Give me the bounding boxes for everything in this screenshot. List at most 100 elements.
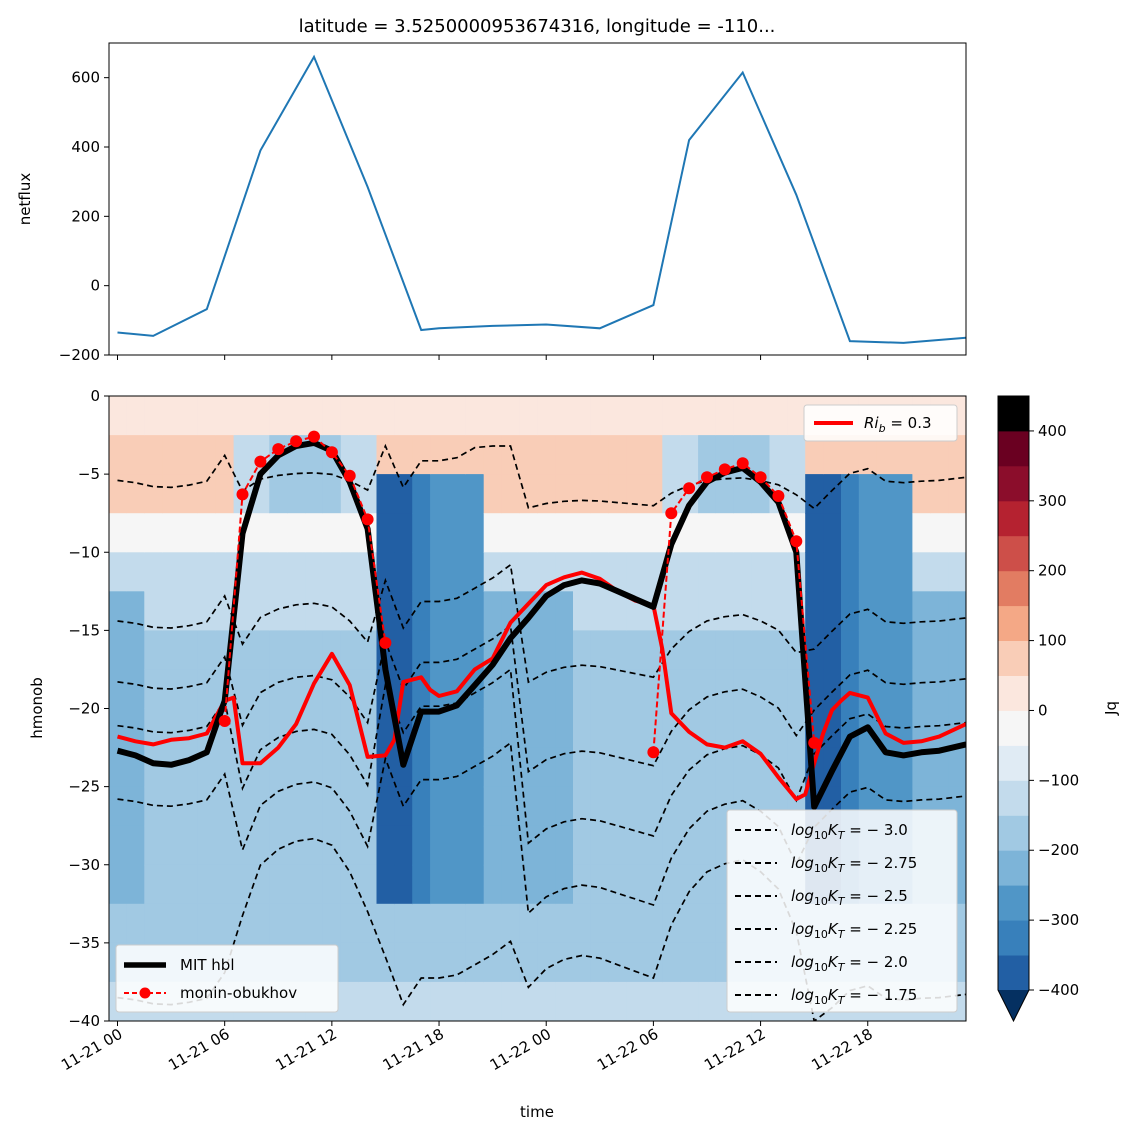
colorbar-tick-label: −200 bbox=[1038, 841, 1079, 859]
colorbar-cell bbox=[998, 675, 1029, 711]
heatmap-cell bbox=[197, 786, 217, 827]
heatmap-cell bbox=[376, 513, 395, 553]
heatmap-cell bbox=[448, 435, 467, 475]
heatmap-y-label: hmonob bbox=[28, 677, 46, 739]
legend-kt-label: log10KT = − 2.5 bbox=[791, 887, 908, 908]
heatmap-cell bbox=[537, 747, 556, 788]
heatmap-cell bbox=[144, 747, 163, 788]
heatmap-y-tick-label: −30 bbox=[68, 856, 100, 874]
heatmap-cell bbox=[608, 981, 628, 1021]
heatmap-cell bbox=[305, 552, 324, 592]
heatmap-cell bbox=[180, 903, 199, 944]
heatmap-cell bbox=[555, 747, 574, 788]
mo-series-line bbox=[223, 435, 387, 722]
heatmap-cell bbox=[305, 591, 324, 631]
heatmap-cell bbox=[698, 981, 717, 1021]
heatmap-cell bbox=[376, 396, 395, 436]
heatmap-cell bbox=[626, 942, 646, 983]
heatmap-cell bbox=[251, 630, 270, 671]
heatmap-cell bbox=[769, 552, 788, 592]
mo-series-point bbox=[308, 430, 320, 443]
colorbar-cell bbox=[998, 780, 1029, 816]
colorbar-tick-label: 400 bbox=[1038, 422, 1067, 440]
heatmap-cell bbox=[394, 474, 413, 514]
heatmap-cell bbox=[144, 864, 163, 905]
heatmap-cell bbox=[394, 786, 413, 827]
heatmap-cell bbox=[412, 474, 431, 514]
kt-contour-line bbox=[117, 624, 966, 774]
heatmap-cell bbox=[715, 552, 735, 592]
heatmap-cell bbox=[144, 825, 163, 866]
heatmap-cell bbox=[751, 591, 771, 631]
legend-mit-label: MIT hbl bbox=[180, 956, 235, 974]
heatmap-cell bbox=[483, 864, 503, 905]
heatmap-cell bbox=[340, 864, 360, 905]
heatmap-cell bbox=[555, 903, 574, 944]
heatmap-cell bbox=[197, 591, 217, 631]
heatmap-cell bbox=[948, 669, 966, 710]
heatmap-cell bbox=[948, 591, 966, 631]
heatmap-cell bbox=[448, 630, 467, 671]
heatmap-cell bbox=[126, 864, 145, 905]
heatmap-cell bbox=[590, 786, 610, 827]
legend-kt-label: log10KT = − 3.0 bbox=[791, 821, 908, 842]
heatmap-cell bbox=[930, 552, 949, 592]
heatmap-cell bbox=[715, 513, 735, 553]
heatmap-cell bbox=[858, 435, 878, 475]
heatmap-y-tick-label: 0 bbox=[90, 387, 100, 405]
heatmap-cell bbox=[376, 552, 395, 592]
heatmap-cell bbox=[180, 747, 199, 788]
heatmap-cell bbox=[465, 474, 485, 514]
heatmap-cell bbox=[287, 513, 306, 553]
heatmap-cell bbox=[501, 513, 521, 553]
heatmap-cell bbox=[126, 396, 145, 436]
heatmap-cell bbox=[305, 864, 324, 905]
heatmap-cell bbox=[644, 903, 663, 944]
heatmap-cell bbox=[430, 474, 449, 514]
heatmap-cell bbox=[144, 786, 163, 827]
heatmap-cell bbox=[876, 513, 896, 553]
heatmap-cell bbox=[841, 435, 860, 475]
colorbar-tick-label: −300 bbox=[1038, 911, 1079, 929]
legend-bottom-right: log10KT = − 3.0 log10KT = − 2.75 log10KT =… bbox=[726, 809, 958, 1013]
heatmap-cell bbox=[340, 747, 360, 788]
heatmap-cell bbox=[608, 669, 628, 710]
heatmap-cell bbox=[340, 981, 360, 1021]
heatmap-cell bbox=[590, 435, 610, 475]
heatmap-cell bbox=[501, 396, 521, 436]
colorbar-ticks: −400 −300 −200 −100 0 100 200 300 400 bbox=[1029, 422, 1079, 999]
heatmap-cell bbox=[876, 474, 896, 514]
heatmap-cell bbox=[644, 474, 663, 514]
heatmap-cell bbox=[537, 435, 556, 475]
heatmap-cell bbox=[555, 591, 574, 631]
heatmap-cell bbox=[180, 591, 199, 631]
heatmap-cell bbox=[287, 825, 306, 866]
colorbar-cell bbox=[998, 465, 1029, 502]
heatmap-cell bbox=[430, 396, 449, 436]
heatmap-cell bbox=[465, 513, 485, 553]
heatmap-cell bbox=[930, 630, 949, 671]
heatmap-cell bbox=[233, 435, 253, 475]
heatmap-cell bbox=[590, 513, 610, 553]
heatmap-cell bbox=[109, 591, 128, 631]
heatmap-cell bbox=[197, 513, 217, 553]
heatmap-cell bbox=[322, 786, 342, 827]
heatmap-cell bbox=[501, 669, 521, 710]
heatmap-cell bbox=[537, 864, 556, 905]
colorbar-cell bbox=[998, 430, 1029, 467]
heatmap-cell bbox=[912, 630, 931, 671]
heatmap-cell bbox=[412, 786, 431, 827]
heatmap-cell bbox=[465, 708, 485, 749]
heatmap-x-tick-label: 11-22 18 bbox=[808, 1025, 875, 1074]
heatmap-cell bbox=[144, 708, 163, 749]
heatmap-cell bbox=[109, 474, 128, 514]
heatmap-cell bbox=[305, 669, 324, 710]
heatmap-cell bbox=[751, 708, 771, 749]
heatmap-cell bbox=[233, 630, 253, 671]
heatmap-cell bbox=[305, 708, 324, 749]
heatmap-cell bbox=[340, 903, 360, 944]
heatmap-cell bbox=[626, 474, 646, 514]
heatmap-cell bbox=[644, 981, 663, 1021]
heatmap-cell bbox=[358, 396, 378, 436]
